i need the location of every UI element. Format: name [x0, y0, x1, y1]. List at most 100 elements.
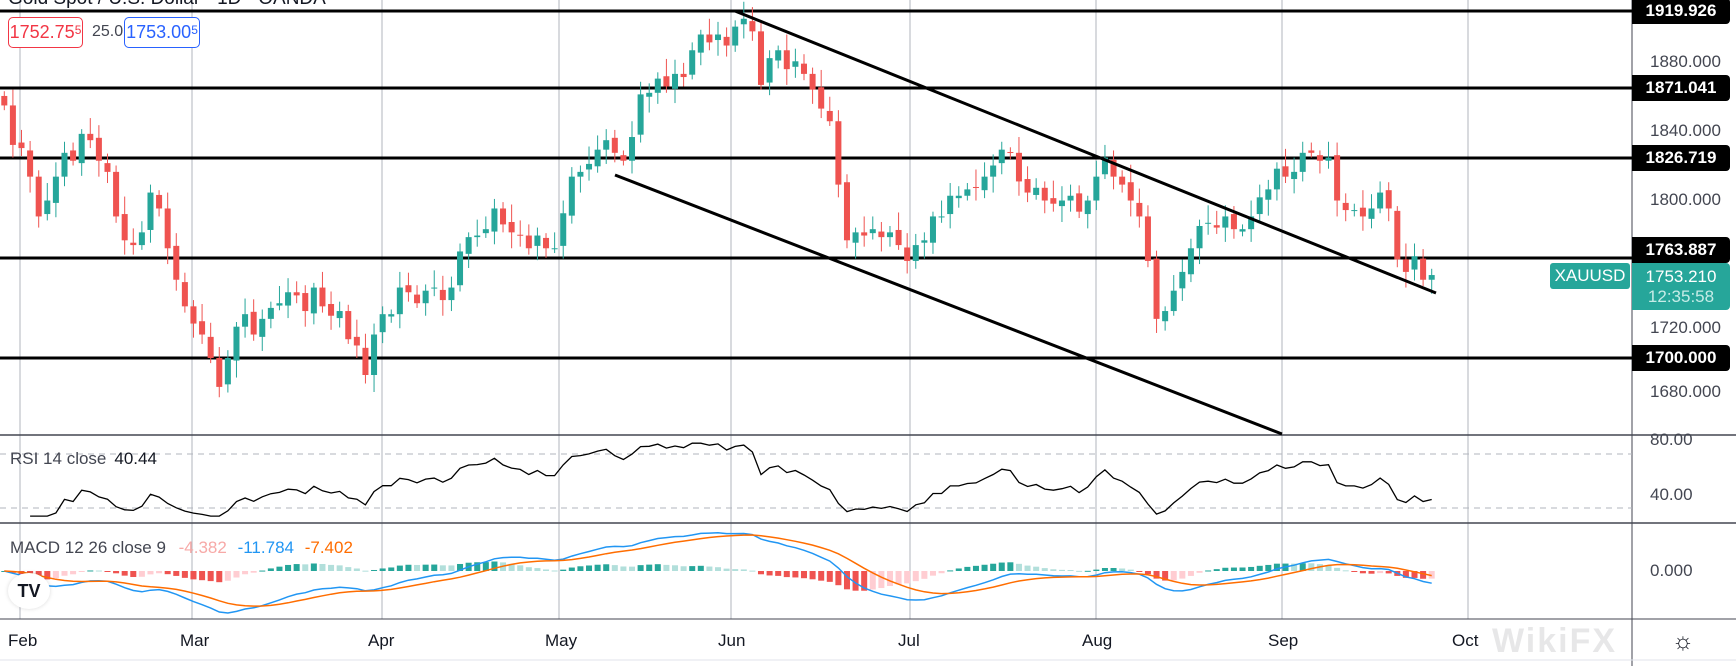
macd-histogram-bar	[52, 571, 59, 579]
time-axis-label: Jul	[898, 631, 920, 650]
macd-histogram-bar	[267, 568, 274, 571]
candle-body	[517, 234, 524, 236]
macd-histogram-bar	[800, 571, 807, 579]
candle-body	[998, 149, 1005, 164]
macd-histogram-bar	[568, 567, 575, 571]
settings-gear-icon[interactable]: ☼	[1672, 628, 1694, 655]
macd-histogram-bar	[1144, 571, 1151, 575]
symbol-badge: XAUUSD	[1550, 263, 1630, 289]
macd-histogram-bar	[1359, 571, 1366, 574]
macd-histogram-bar	[319, 564, 326, 571]
macd-histogram-bar	[1342, 570, 1349, 572]
candle-body	[921, 240, 928, 243]
candle-body	[1282, 166, 1289, 177]
macd-histogram-bar	[482, 562, 489, 571]
macd-histogram-bar	[852, 571, 859, 591]
rsi-legend[interactable]: RSI 14 close 40.44	[10, 449, 157, 469]
candle-body	[328, 303, 335, 316]
time-axis-label: Apr	[368, 631, 395, 650]
candle-body	[474, 235, 481, 238]
candle-body	[293, 292, 300, 296]
candle-body	[1033, 187, 1040, 195]
candle-body	[740, 18, 747, 25]
macd-histogram-bar	[525, 567, 532, 571]
macd-histogram-bar	[706, 566, 713, 571]
sell-price: 1752.75	[9, 22, 75, 42]
candle-body	[1256, 197, 1263, 215]
candle-body	[869, 229, 876, 234]
price-axis-label: 1800.000	[1650, 190, 1721, 209]
macd-histogram-bar	[904, 571, 911, 584]
candle-body	[629, 137, 636, 161]
macd-histogram-bar	[173, 571, 180, 576]
candle-body	[1420, 258, 1427, 280]
rsi-label: RSI 14 close	[10, 449, 107, 468]
rsi-line	[30, 442, 1432, 517]
candle-body	[9, 105, 16, 145]
candle-body	[818, 87, 825, 109]
candle-body	[44, 200, 51, 215]
candle-body	[1230, 214, 1237, 230]
macd-histogram-bar	[310, 563, 317, 571]
macd-histogram-bar	[1101, 567, 1108, 571]
macd-histogram-bar	[947, 570, 954, 572]
sell-button[interactable]: 1752.75 5	[8, 17, 83, 48]
tradingview-logo[interactable]: TV	[8, 573, 50, 609]
macd-histogram-bar	[1093, 569, 1100, 571]
candle-body	[482, 229, 489, 234]
macd-histogram-bar	[775, 571, 782, 576]
level-label: 1871.041	[1632, 75, 1730, 101]
bar-countdown: 12:35:58	[1647, 287, 1715, 306]
candle-body	[947, 195, 954, 215]
candle-body	[1385, 190, 1392, 209]
macd-legend[interactable]: MACD 12 26 close 9 -4.382 -11.784 -7.402	[10, 538, 353, 558]
candle-body	[603, 140, 610, 150]
macd-histogram-bar	[95, 570, 102, 572]
macd-histogram-bar	[414, 564, 421, 571]
candle-body	[216, 358, 223, 387]
candle-body	[1402, 259, 1409, 272]
macd-line-value: -11.784	[237, 538, 294, 557]
candle-body	[1119, 176, 1126, 185]
candle-body	[611, 137, 618, 153]
macd-histogram-bar	[680, 566, 687, 571]
rsi-axis-label: 80.00	[1650, 430, 1693, 449]
macd-histogram-bar	[671, 565, 679, 571]
macd-histogram-bar	[1033, 566, 1040, 571]
macd-histogram-bar	[1385, 571, 1392, 574]
macd-histogram-bar	[379, 568, 386, 571]
macd-histogram-bar	[1308, 563, 1315, 571]
candle-body	[543, 237, 550, 249]
candle-body	[560, 213, 567, 246]
candle-body	[1299, 152, 1306, 172]
candle-body	[27, 150, 34, 177]
candle-body	[1316, 155, 1323, 161]
candle-body	[465, 237, 472, 254]
macd-histogram-bar	[835, 571, 842, 586]
candle-body	[697, 34, 704, 53]
macd-histogram-bar	[276, 566, 283, 571]
candle-body	[35, 176, 42, 217]
candle-body	[1127, 182, 1134, 201]
macd-histogram-bar	[1213, 569, 1220, 571]
macd-histogram-bar	[1067, 570, 1074, 572]
macd-histogram-bar	[508, 563, 515, 571]
macd-histogram-bar	[388, 567, 395, 571]
buy-price: 1753.00	[126, 22, 192, 42]
candle-body	[1308, 150, 1315, 153]
macd-histogram-bar	[577, 566, 584, 571]
macd-histogram-bar	[740, 569, 747, 571]
macd-histogram-bar	[964, 566, 971, 571]
candle-body	[250, 311, 257, 335]
candle-body	[1265, 189, 1272, 200]
price-axis-label: 1720.000	[1650, 318, 1721, 337]
candle-body	[886, 232, 893, 238]
macd-histogram-bar	[448, 565, 455, 571]
macd-histogram-bar	[104, 571, 111, 572]
trendline-upper	[734, 9, 1437, 295]
macd-histogram-bar	[1230, 567, 1237, 571]
macd-histogram-bar	[259, 570, 266, 572]
candle-body	[637, 94, 644, 135]
buy-button[interactable]: 1753.00 5	[124, 17, 200, 48]
